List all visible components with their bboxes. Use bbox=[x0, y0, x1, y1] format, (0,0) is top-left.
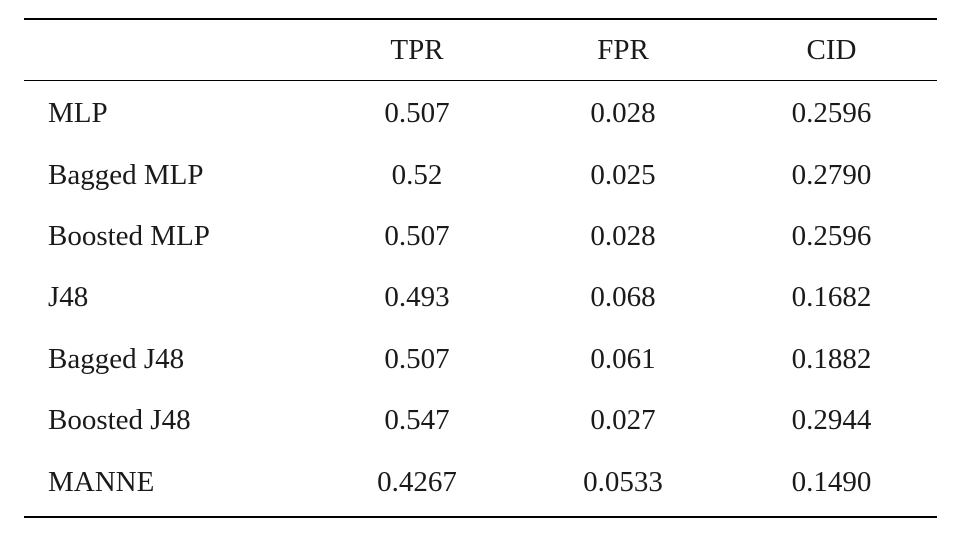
tpr-value: 0.4267 bbox=[377, 465, 457, 498]
cid-value: 0.2790 bbox=[791, 158, 872, 191]
table-body: MLP 0.507 0.028 0.2596 Bagged MLP 0.52 0… bbox=[24, 81, 937, 516]
row-label: J48 bbox=[48, 281, 89, 314]
header-cell-tpr: TPR bbox=[390, 33, 444, 66]
table-row: J48 0.493 0.068 0.1682 bbox=[24, 267, 937, 328]
results-table: TPR FPR CID MLP 0.507 0.028 0.2596 Bagge… bbox=[24, 18, 937, 518]
header-cell-cid: CID bbox=[806, 33, 857, 66]
fpr-value: 0.068 bbox=[590, 281, 656, 314]
row-label: Bagged J48 bbox=[48, 342, 185, 375]
row-label: MANNE bbox=[48, 465, 155, 498]
cid-value: 0.2596 bbox=[791, 97, 872, 130]
table-row: MLP 0.507 0.028 0.2596 bbox=[24, 83, 937, 144]
cid-value: 0.1682 bbox=[791, 281, 872, 314]
tpr-value: 0.507 bbox=[384, 342, 450, 375]
tpr-value: 0.493 bbox=[384, 281, 450, 314]
row-label: MLP bbox=[48, 97, 108, 130]
fpr-value: 0.027 bbox=[590, 404, 656, 437]
header-cell-fpr: FPR bbox=[597, 33, 649, 66]
table-row: Boosted J48 0.547 0.027 0.2944 bbox=[24, 390, 937, 451]
tpr-value: 0.507 bbox=[384, 219, 450, 252]
fpr-value: 0.0533 bbox=[583, 465, 663, 498]
row-label: Boosted MLP bbox=[48, 219, 210, 252]
tpr-value: 0.52 bbox=[391, 158, 443, 191]
cid-value: 0.2944 bbox=[791, 404, 872, 437]
cid-value: 0.1490 bbox=[791, 465, 872, 498]
table-row: Boosted MLP 0.507 0.028 0.2596 bbox=[24, 206, 937, 267]
tpr-value: 0.507 bbox=[384, 97, 450, 130]
cid-value: 0.1882 bbox=[791, 342, 872, 375]
table-row: Bagged MLP 0.52 0.025 0.2790 bbox=[24, 144, 937, 205]
tpr-value: 0.547 bbox=[384, 404, 450, 437]
table-row: MANNE 0.4267 0.0533 0.1490 bbox=[24, 451, 937, 512]
row-label: Boosted J48 bbox=[48, 404, 191, 437]
fpr-value: 0.028 bbox=[590, 219, 656, 252]
row-label: Bagged MLP bbox=[48, 158, 204, 191]
fpr-value: 0.025 bbox=[590, 158, 656, 191]
fpr-value: 0.028 bbox=[590, 97, 656, 130]
cid-value: 0.2596 bbox=[791, 219, 872, 252]
table-row: Bagged J48 0.507 0.061 0.1882 bbox=[24, 329, 937, 390]
fpr-value: 0.061 bbox=[590, 342, 656, 375]
table-header-row: TPR FPR CID bbox=[24, 20, 937, 81]
